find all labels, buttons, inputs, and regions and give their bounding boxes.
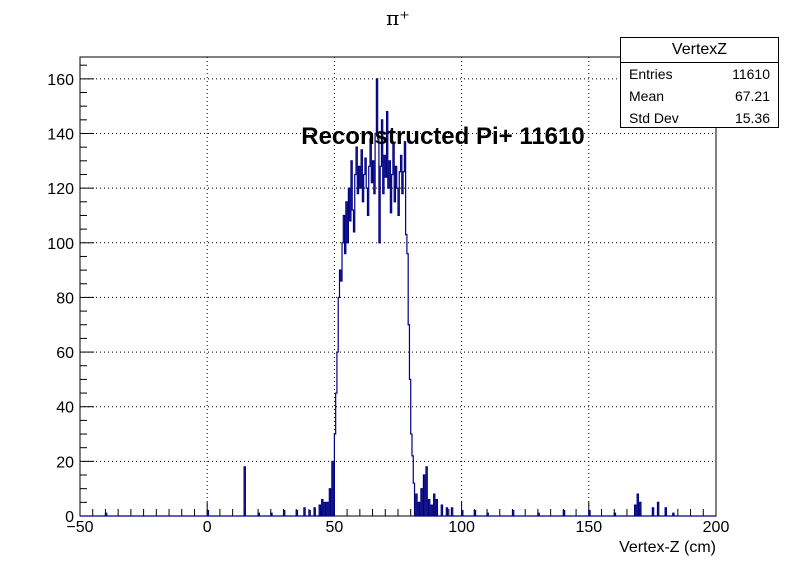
- stats-row-stddev: Std Dev 15.36: [621, 107, 778, 129]
- stats-row-entries: Entries 11610: [621, 63, 778, 85]
- y-tick-label: 0: [65, 509, 74, 526]
- y-tick-label: 160: [47, 72, 74, 89]
- grid-layer: [80, 57, 716, 516]
- y-tick-label: 120: [47, 181, 74, 198]
- x-axis-label: Vertex-Z (cm): [619, 539, 716, 556]
- stats-label: Mean: [629, 88, 665, 104]
- x-tick-label: 200: [703, 519, 730, 536]
- stats-label: Std Dev: [629, 110, 679, 126]
- x-tick-label: 0: [203, 519, 212, 536]
- x-tick-label: 50: [326, 519, 344, 536]
- stats-value: 11610: [732, 66, 770, 82]
- y-tick-label: 80: [56, 290, 74, 307]
- histogram-series: [80, 78, 716, 517]
- stats-box: VertexZ Entries 11610 Mean 67.21 Std Dev…: [620, 37, 779, 128]
- y-tick-label: 100: [47, 236, 74, 253]
- x-tick-label: 100: [448, 519, 475, 536]
- y-tick-label: 20: [56, 454, 74, 471]
- stats-value: 15.36: [734, 110, 770, 126]
- chart-title: π⁺: [386, 6, 410, 30]
- x-tick-label: 150: [575, 519, 602, 536]
- stats-value: 67.21: [734, 88, 770, 104]
- chart-annotation: Reconstructed Pi+ 11610: [301, 123, 584, 150]
- y-tick-label: 140: [47, 127, 74, 144]
- y-tick-label: 40: [56, 400, 74, 417]
- stats-label: Entries: [629, 66, 673, 82]
- stats-row-mean: Mean 67.21: [621, 85, 778, 107]
- stats-title: VertexZ: [621, 38, 778, 63]
- x-tick-label: −50: [66, 519, 93, 536]
- y-tick-label: 60: [56, 345, 74, 362]
